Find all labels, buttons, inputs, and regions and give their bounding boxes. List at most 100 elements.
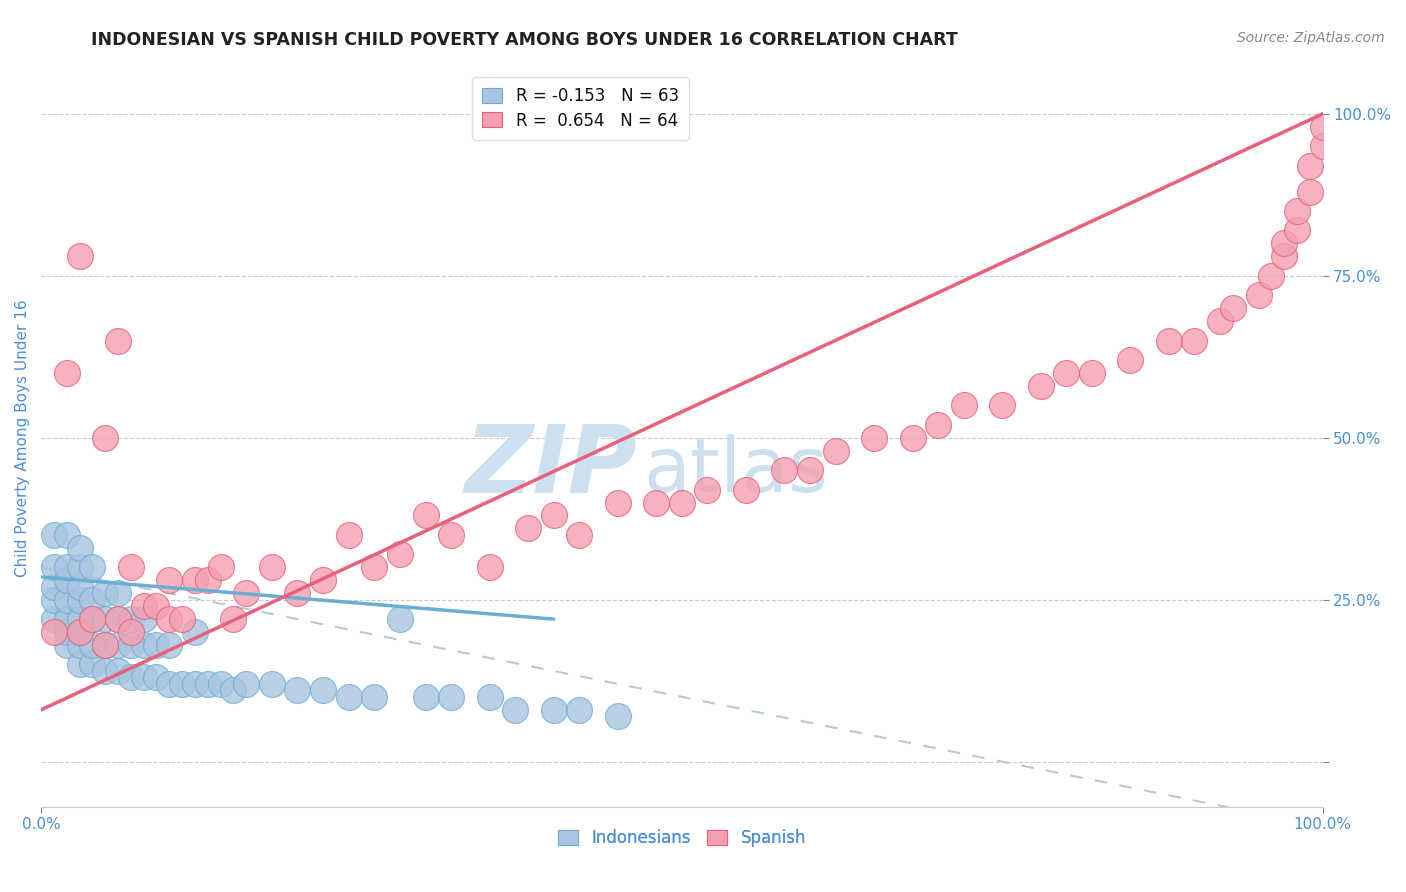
- Point: [55, 592, 77, 607]
- Text: Source: ZipAtlas.com: Source: ZipAtlas.com: [1237, 31, 1385, 45]
- Point: [1081, 366, 1104, 380]
- Point: [197, 677, 219, 691]
- Point: [94, 638, 117, 652]
- Point: [991, 398, 1014, 412]
- Point: [69, 638, 91, 652]
- Point: [1299, 185, 1322, 199]
- Point: [927, 417, 949, 432]
- Point: [209, 677, 232, 691]
- Point: [82, 560, 104, 574]
- Point: [120, 560, 142, 574]
- Point: [120, 612, 142, 626]
- Point: [69, 625, 91, 640]
- Point: [1285, 204, 1308, 219]
- Point: [107, 586, 129, 600]
- Point: [82, 638, 104, 652]
- Point: [82, 592, 104, 607]
- Point: [132, 670, 155, 684]
- Point: [440, 690, 463, 704]
- Point: [287, 683, 309, 698]
- Point: [42, 528, 65, 542]
- Point: [388, 612, 411, 626]
- Point: [337, 690, 360, 704]
- Point: [55, 625, 77, 640]
- Point: [1312, 120, 1334, 134]
- Point: [696, 483, 718, 497]
- Point: [145, 670, 167, 684]
- Point: [1260, 268, 1282, 283]
- Point: [312, 574, 335, 588]
- Point: [1054, 366, 1077, 380]
- Point: [363, 690, 385, 704]
- Point: [1119, 353, 1142, 368]
- Y-axis label: Child Poverty Among Boys Under 16: Child Poverty Among Boys Under 16: [15, 299, 30, 576]
- Point: [517, 521, 540, 535]
- Point: [606, 709, 628, 723]
- Point: [645, 495, 668, 509]
- Point: [42, 560, 65, 574]
- Point: [222, 612, 245, 626]
- Point: [157, 612, 180, 626]
- Point: [1247, 288, 1270, 302]
- Point: [1312, 139, 1334, 153]
- Point: [120, 638, 142, 652]
- Point: [735, 483, 758, 497]
- Point: [157, 677, 180, 691]
- Point: [69, 612, 91, 626]
- Point: [55, 560, 77, 574]
- Point: [260, 677, 283, 691]
- Point: [222, 683, 245, 698]
- Point: [901, 431, 924, 445]
- Point: [157, 638, 180, 652]
- Point: [107, 612, 129, 626]
- Point: [94, 664, 117, 678]
- Point: [209, 560, 232, 574]
- Point: [235, 677, 257, 691]
- Point: [82, 612, 104, 626]
- Legend: Indonesians, Spanish: Indonesians, Spanish: [551, 822, 813, 854]
- Point: [606, 495, 628, 509]
- Point: [157, 574, 180, 588]
- Point: [94, 638, 117, 652]
- Point: [69, 541, 91, 555]
- Point: [184, 677, 207, 691]
- Point: [42, 580, 65, 594]
- Point: [132, 638, 155, 652]
- Point: [1184, 334, 1206, 348]
- Point: [120, 625, 142, 640]
- Point: [132, 612, 155, 626]
- Point: [235, 586, 257, 600]
- Point: [1272, 236, 1295, 251]
- Point: [69, 249, 91, 263]
- Point: [799, 463, 821, 477]
- Point: [568, 703, 591, 717]
- Point: [69, 560, 91, 574]
- Point: [337, 528, 360, 542]
- Point: [107, 334, 129, 348]
- Point: [55, 366, 77, 380]
- Point: [197, 574, 219, 588]
- Point: [184, 574, 207, 588]
- Point: [82, 657, 104, 672]
- Point: [94, 612, 117, 626]
- Point: [671, 495, 693, 509]
- Point: [170, 612, 193, 626]
- Point: [42, 592, 65, 607]
- Point: [478, 690, 501, 704]
- Point: [82, 612, 104, 626]
- Point: [107, 664, 129, 678]
- Point: [312, 683, 335, 698]
- Point: [69, 592, 91, 607]
- Point: [132, 599, 155, 614]
- Point: [287, 586, 309, 600]
- Point: [952, 398, 974, 412]
- Point: [69, 657, 91, 672]
- Point: [107, 612, 129, 626]
- Point: [568, 528, 591, 542]
- Point: [824, 443, 846, 458]
- Point: [863, 431, 886, 445]
- Point: [1209, 314, 1232, 328]
- Point: [145, 638, 167, 652]
- Point: [94, 586, 117, 600]
- Point: [543, 703, 565, 717]
